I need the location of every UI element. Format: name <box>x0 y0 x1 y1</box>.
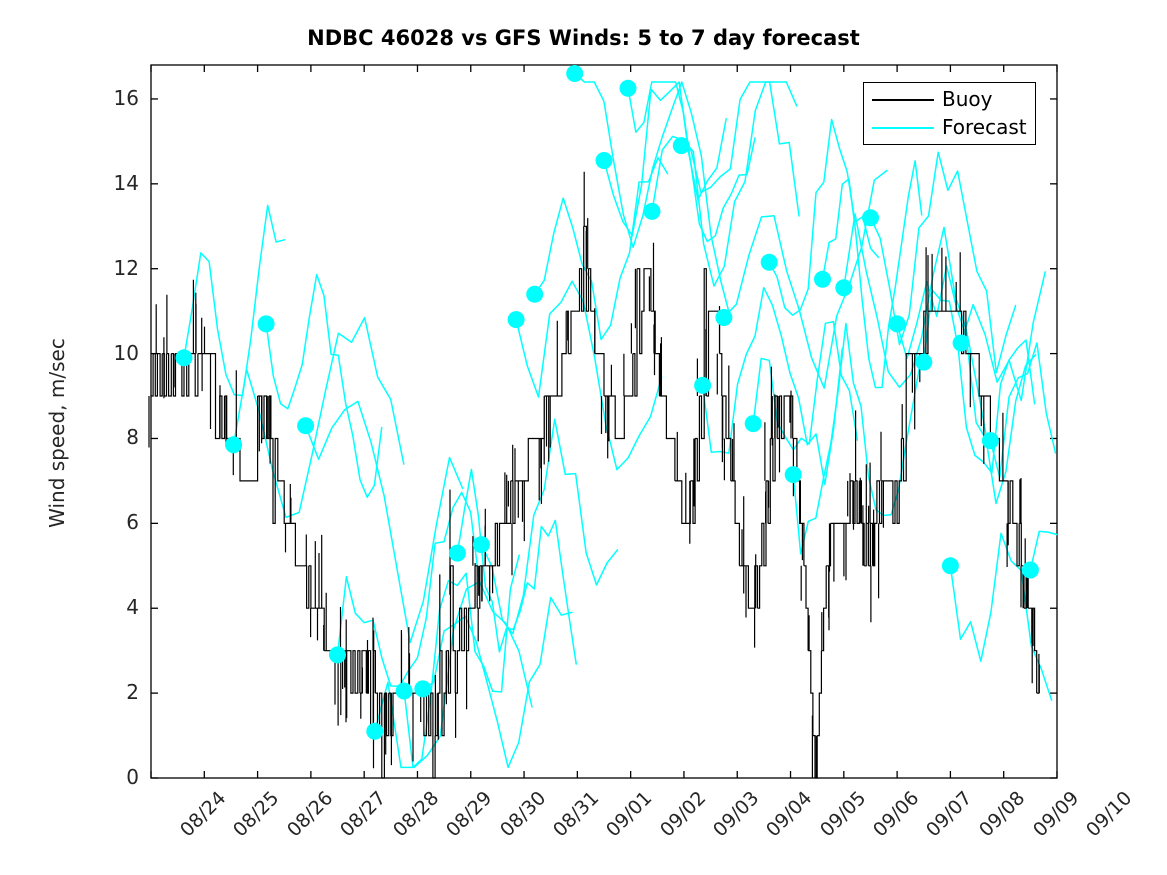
buoy-line <box>148 171 1040 779</box>
forecast-start-markers <box>175 65 1039 740</box>
legend: Buoy Forecast <box>863 82 1036 145</box>
legend-row-forecast: Forecast <box>864 114 1037 142</box>
y-tick-label: 14 <box>113 170 139 195</box>
chart-title: NDBC 46028 vs GFS Winds: 5 to 7 day fore… <box>307 26 860 50</box>
forecast-lines <box>183 72 1058 769</box>
legend-label-buoy: Buoy <box>942 87 993 111</box>
y-tick-label: 16 <box>113 85 139 110</box>
legend-swatch-forecast <box>872 127 934 129</box>
y-tick-label: 10 <box>113 340 139 365</box>
legend-label-forecast: Forecast <box>942 115 1027 139</box>
axis-ticks <box>150 65 1058 779</box>
y-tick-label: 12 <box>113 255 139 280</box>
legend-swatch-buoy <box>872 99 934 101</box>
y-tick-label: 0 <box>126 765 139 789</box>
plot-frame <box>150 64 1058 779</box>
legend-row-buoy: Buoy <box>864 86 1037 114</box>
y-tick-label: 8 <box>126 425 139 450</box>
y-tick-label: 4 <box>126 595 139 620</box>
y-tick-label: 2 <box>126 680 139 705</box>
y-tick-label: 6 <box>126 510 139 535</box>
